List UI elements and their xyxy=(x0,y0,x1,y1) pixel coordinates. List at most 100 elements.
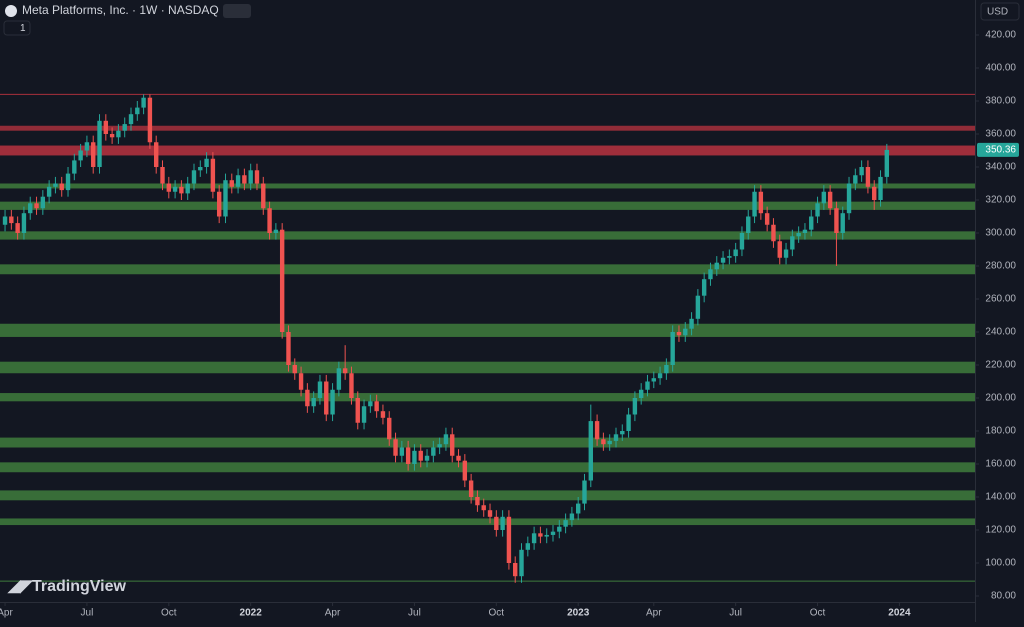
candle-body xyxy=(103,120,109,134)
candle-body xyxy=(638,389,644,398)
candle-body xyxy=(109,134,115,138)
candle-body xyxy=(834,208,839,233)
candle-body xyxy=(198,167,203,171)
candle-body xyxy=(771,224,776,242)
y-tick-label: 380.00 xyxy=(985,96,1016,107)
candle-body xyxy=(336,368,342,390)
indicator-toggle[interactable] xyxy=(3,20,31,36)
candle-body xyxy=(135,107,140,115)
y-tick-label: 100.00 xyxy=(985,558,1016,569)
candle-body xyxy=(689,318,694,329)
candle-body xyxy=(462,460,468,481)
candle-body xyxy=(500,516,505,530)
zone xyxy=(0,264,975,275)
x-tick-label: Apr xyxy=(0,608,13,619)
candle-body xyxy=(210,158,216,192)
y-tick-label: 260.00 xyxy=(985,294,1016,305)
candle-body xyxy=(191,170,197,184)
candle-body xyxy=(53,183,58,187)
badges[interactable] xyxy=(223,4,251,18)
currency-button[interactable] xyxy=(980,2,1020,21)
candle-body xyxy=(273,229,279,233)
candle-body xyxy=(594,421,600,440)
candle-body xyxy=(2,216,8,225)
indicator-count[interactable]: 1 xyxy=(20,23,26,34)
zone xyxy=(0,201,975,210)
candle-body xyxy=(405,447,411,464)
x-tick-label: Oct xyxy=(161,608,177,619)
candle-body xyxy=(487,510,493,517)
candle-body xyxy=(355,398,360,423)
candle-body xyxy=(172,186,178,192)
candle-body xyxy=(513,563,518,577)
candle-body xyxy=(267,208,272,233)
zone xyxy=(0,462,975,473)
y-tick-label: 160.00 xyxy=(985,459,1016,470)
candle-body xyxy=(40,196,46,209)
currency[interactable]: USD xyxy=(987,7,1008,18)
watermark: TradingView xyxy=(32,578,127,595)
candle-body xyxy=(116,130,121,138)
y-tick-label: 300.00 xyxy=(985,228,1016,239)
candle-body xyxy=(216,191,222,217)
last-price-tag xyxy=(977,142,1019,157)
candle-body xyxy=(229,180,234,187)
candle-body xyxy=(752,191,757,217)
x-tick-label: Jul xyxy=(81,608,94,619)
candle-body xyxy=(531,533,537,544)
candle-body xyxy=(758,191,764,214)
candle-body xyxy=(815,203,820,217)
candle-body xyxy=(872,186,877,200)
zone xyxy=(0,490,975,501)
candle-body xyxy=(840,213,845,233)
candle-body xyxy=(821,191,827,204)
candle-body xyxy=(557,526,562,532)
candle-body xyxy=(122,124,127,131)
candle-body xyxy=(538,533,543,537)
x-tick-label: 2024 xyxy=(888,608,911,619)
candle-body xyxy=(311,398,316,407)
candle-body xyxy=(286,332,291,365)
y-tick-label: 220.00 xyxy=(985,360,1016,371)
candle-body xyxy=(393,439,398,456)
candle-body xyxy=(575,503,581,514)
candle-body xyxy=(223,180,228,217)
candle-body xyxy=(670,332,675,365)
y-tick-label: 280.00 xyxy=(985,261,1016,272)
candle-body xyxy=(450,434,455,456)
candle-body xyxy=(72,160,77,174)
candle-body xyxy=(783,249,789,258)
candle-body xyxy=(607,440,612,445)
candle-body xyxy=(582,480,587,504)
candle-body xyxy=(802,229,808,233)
zone xyxy=(0,361,975,374)
zone xyxy=(0,145,975,156)
x-tick-label: Apr xyxy=(325,608,341,619)
candle-body xyxy=(437,444,442,448)
candle-body xyxy=(481,505,486,511)
candle-body xyxy=(506,516,512,563)
zone xyxy=(0,231,975,240)
candle-body xyxy=(412,450,417,464)
candle-body xyxy=(374,401,379,412)
candle-body xyxy=(733,249,738,257)
candle-body xyxy=(714,262,719,270)
candle-body xyxy=(569,513,575,521)
symbol-title[interactable]: Meta Platforms, Inc. · 1W · NASDAQ xyxy=(22,3,219,17)
candle-body xyxy=(884,149,890,177)
candle-body xyxy=(859,167,864,176)
y-tick-label: 420.00 xyxy=(985,30,1016,41)
candle-body xyxy=(683,328,688,336)
candle-body xyxy=(701,279,707,296)
candle-body xyxy=(204,158,209,167)
candle-body xyxy=(777,241,782,258)
candle-body xyxy=(809,216,814,230)
candle-body xyxy=(563,520,568,527)
candle-body xyxy=(878,176,883,200)
candle-body xyxy=(160,167,165,184)
candle-body xyxy=(550,531,556,535)
symbol-logo xyxy=(5,5,17,17)
candle-body xyxy=(128,114,134,125)
x-tick-label: 2022 xyxy=(240,608,263,619)
